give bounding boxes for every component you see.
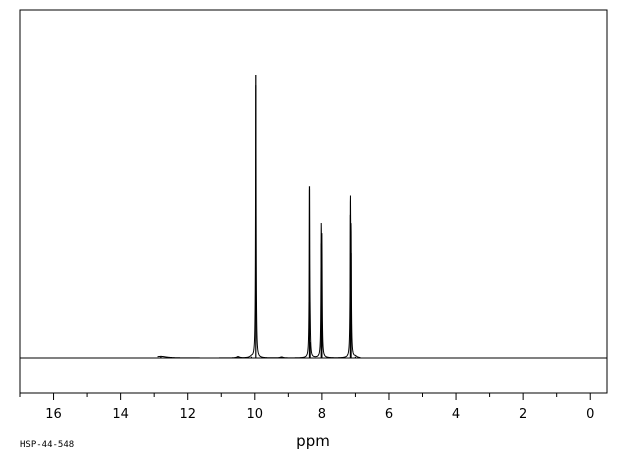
x-tick-label-16: 16 [45, 407, 62, 422]
x-tick-label-2: 2 [519, 407, 527, 422]
spectrum-id-code: HSP-44-548 [20, 440, 74, 450]
x-axis-ticks: 16 14 12 10 8 6 4 2 0 [19, 393, 594, 422]
x-axis-label: ppm [296, 432, 330, 450]
spectrum-line [157, 85, 361, 359]
peaks-layer [160, 74, 357, 358]
x-tick-label-4: 4 [452, 407, 460, 422]
plot-frame [19, 9, 608, 394]
x-tick-label-12: 12 [179, 407, 196, 422]
x-tick-label-6: 6 [385, 407, 393, 422]
x-tick-label-8: 8 [318, 407, 326, 422]
x-tick-label-10: 10 [247, 407, 264, 422]
x-tick-label-0: 0 [586, 407, 594, 422]
x-tick-label-14: 14 [112, 407, 129, 422]
